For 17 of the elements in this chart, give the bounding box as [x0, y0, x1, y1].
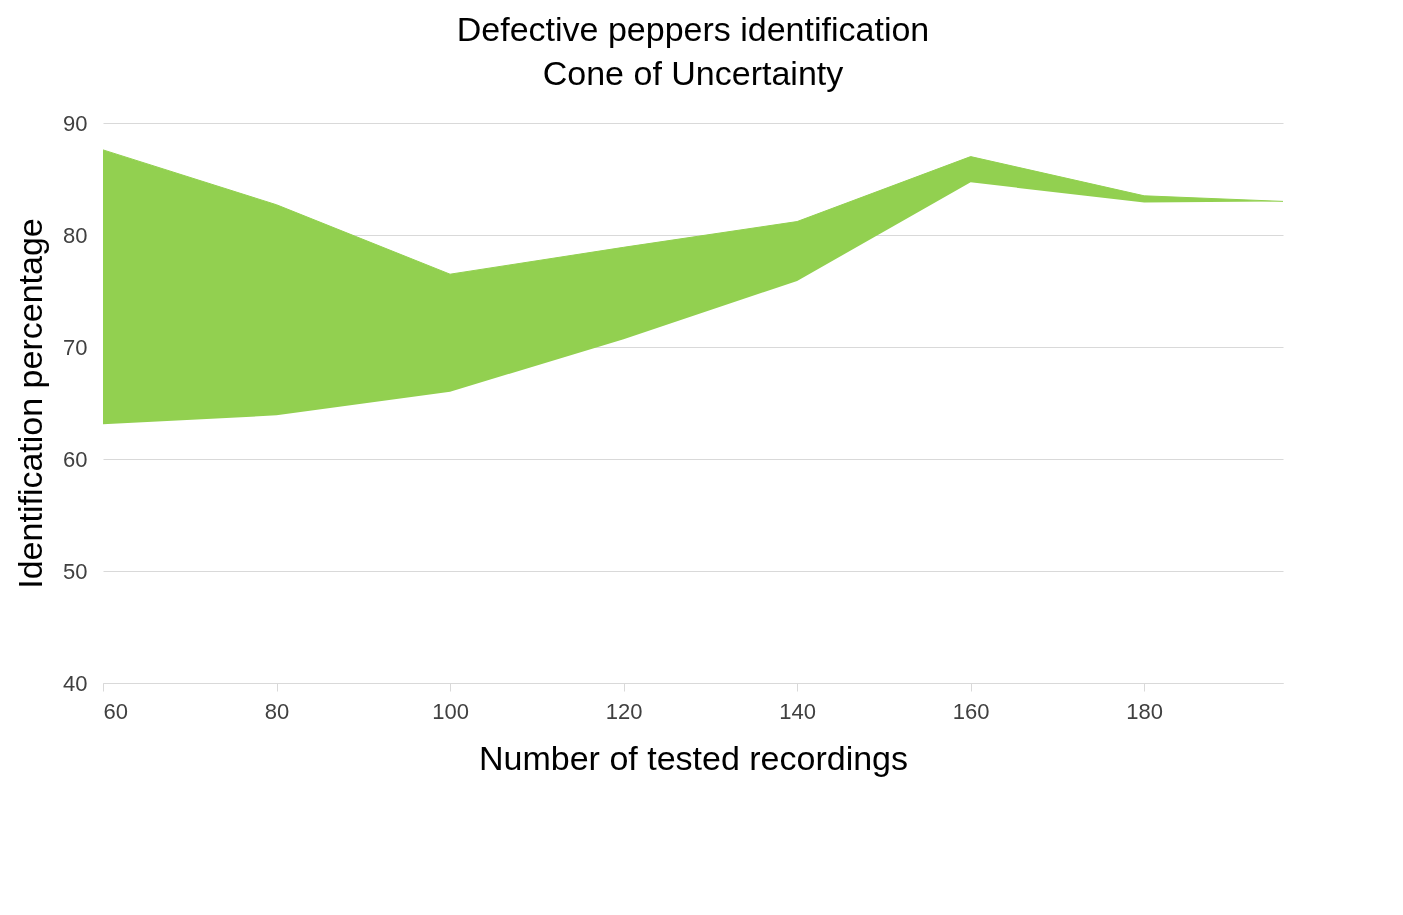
y-tick-label: 70 [63, 334, 88, 360]
x-tick-label: 80 [264, 698, 290, 724]
y-tick-label: 80 [63, 222, 88, 248]
chart-subtitle: Cone of Uncertainty [542, 54, 844, 92]
x-tick-label: 60 [103, 698, 128, 724]
x-tick-label: 140 [779, 698, 816, 724]
x-tick-label: 160 [952, 698, 990, 724]
x-tick-label: 120 [605, 698, 643, 724]
y-tick-label: 60 [63, 446, 88, 472]
y-axis-title: Identification percentage [11, 218, 50, 589]
y-tick-label: 50 [63, 558, 88, 584]
x-axis-title: Number of tested recordings [479, 738, 908, 777]
chart-title: Defective peppers identification [456, 10, 930, 48]
y-tick-label: 40 [63, 670, 88, 696]
x-tick-label: 180 [1126, 698, 1164, 724]
x-tick-label: 100 [432, 698, 469, 724]
y-tick-label: 90 [63, 110, 88, 136]
